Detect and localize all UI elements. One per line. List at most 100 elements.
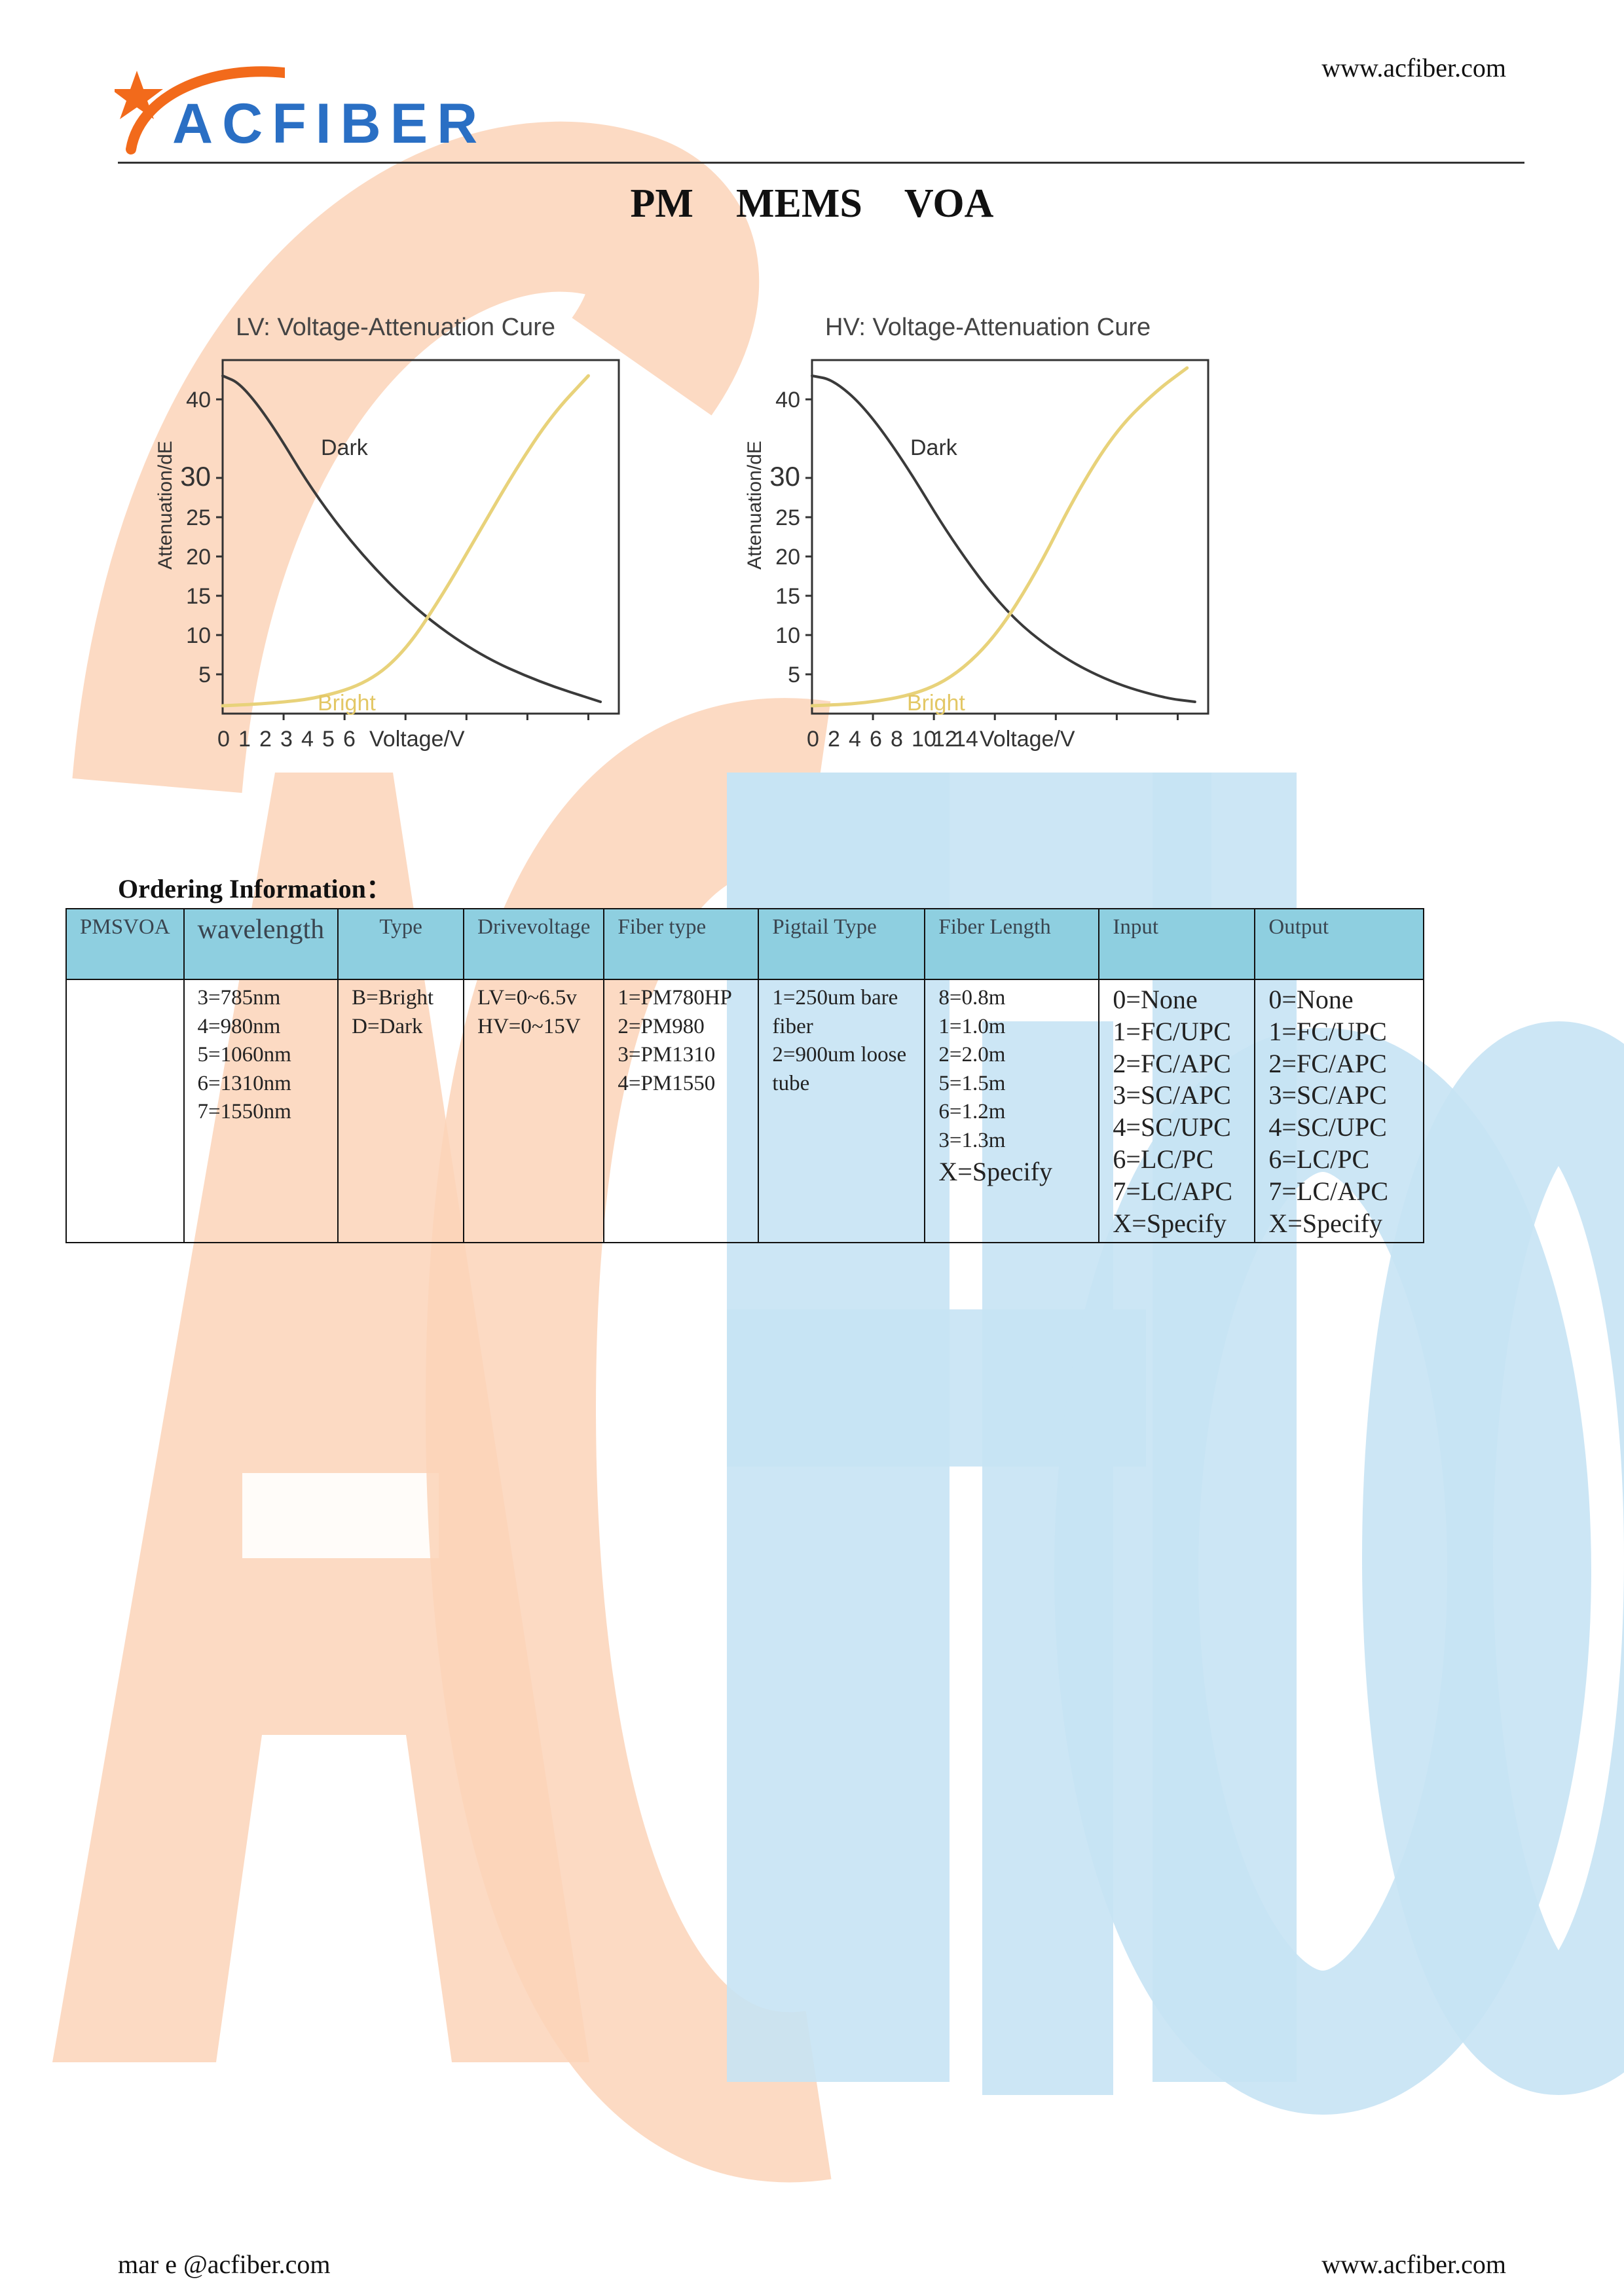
y-tick-label: 40 <box>186 388 211 412</box>
x-tick-label: 3 <box>280 727 293 752</box>
x-tick-label: 4 <box>849 727 861 752</box>
table-row: 3=785nm 4=980nm 5=1060nm 6=1310nm 7=1550nm B… <box>65 978 1425 1244</box>
series-line-dark <box>811 374 1196 703</box>
option-text: 3=1.3m <box>938 1128 1006 1152</box>
option-text: 1=FC/UPC <box>1113 1016 1231 1046</box>
x-axis-label: Voltage/V <box>980 727 1075 752</box>
x-tick-label: 4 <box>301 727 314 752</box>
y-tick-label: 10 <box>186 623 211 648</box>
y-tick-label: 5 <box>198 663 211 687</box>
option-text: HV=0~15V <box>477 1014 581 1038</box>
header-website[interactable]: www.acfiber.com <box>1321 53 1506 82</box>
y-tick-label: 5 <box>788 663 800 687</box>
option-text: X=Specify <box>1113 1208 1227 1238</box>
chart-frame <box>811 359 1209 715</box>
acfiber-logo: ACFIBER <box>115 51 477 162</box>
series-label-bright: Bright <box>907 691 965 716</box>
option-text: 1=FC/UPC <box>1268 1016 1387 1046</box>
header-divider <box>118 162 1524 164</box>
header-fiber-length: Fiber Length <box>924 908 1100 980</box>
cell-drive-voltage: LV=0~6.5v HV=0~15V <box>463 978 605 1244</box>
footer-website[interactable]: www.acfiber.com <box>1321 2250 1506 2279</box>
option-text: 1=1.0m <box>938 1014 1006 1038</box>
cell-pigtail-type: 1=250um bare fiber 2=900um loose tube <box>758 978 926 1244</box>
x-tick-label: 6 <box>870 727 882 752</box>
cell-output: 0=None 1=FC/UPC 2=FC/APC 3=SC/APC 4=SC/UPC 6=… <box>1254 978 1425 1244</box>
chart-title: LV: Voltage-Attenuation Cure <box>236 314 555 341</box>
series-label-dark: Dark <box>910 435 958 460</box>
y-tick-label: 25 <box>186 505 211 530</box>
header-fiber-type: Fiber type <box>603 908 760 980</box>
lv-voltage-attenuation-chart: LV: Voltage-Attenuation Cure403025201510… <box>155 314 620 752</box>
option-text: 6=1310nm <box>197 1071 291 1095</box>
chart-frame <box>221 359 620 715</box>
option-text: 3=SC/APC <box>1268 1080 1387 1110</box>
option-text: 3=785nm <box>197 986 281 1010</box>
y-tick-label: 25 <box>775 505 800 530</box>
option-text: 7=LC/APC <box>1268 1176 1389 1206</box>
option-text: 6=LC/PC <box>1113 1144 1214 1174</box>
series-line-dark <box>221 374 602 703</box>
option-text: 5=1060nm <box>197 1043 291 1067</box>
option-text: 6=LC/PC <box>1268 1144 1370 1174</box>
ordering-info-title: Ordering Information： <box>118 874 392 903</box>
option-text: 4=PM1550 <box>618 1071 716 1095</box>
option-text: B=Bright <box>352 986 434 1010</box>
header-output: Output <box>1254 908 1425 980</box>
y-axis-label: Attenuation/dE <box>744 441 766 570</box>
header-wavelength: wavelength <box>183 908 339 980</box>
option-text: 8=0.8m <box>938 986 1006 1010</box>
y-tick-label: 10 <box>775 623 800 648</box>
option-text: 0=None <box>1268 985 1354 1014</box>
table-header-row: PMSVOA wavelength Type Drivevoltage Fibe… <box>65 908 1425 980</box>
option-text: 7=LC/APC <box>1113 1176 1233 1206</box>
y-tick-label: 15 <box>775 584 800 609</box>
option-text: 4=SC/UPC <box>1113 1112 1231 1142</box>
option-text: X=Specify <box>938 1157 1053 1187</box>
cell-fiber-type: 1=PM780HP 2=PM980 3=PM1310 4=PM1550 <box>603 978 760 1244</box>
option-text: 7=1550nm <box>197 1100 291 1124</box>
option-text: LV=0~6.5v <box>477 986 577 1010</box>
x-tick-label: 2 <box>259 727 272 752</box>
x-tick-label: 0 <box>217 727 230 752</box>
header-pmsvoa: PMSVOA <box>65 908 185 980</box>
option-text: 1=250um bare fiber <box>772 986 898 1038</box>
y-tick-label: 20 <box>186 545 211 570</box>
option-text: 5=1.5m <box>938 1071 1006 1095</box>
option-text: X=Specify <box>1268 1208 1383 1238</box>
logo-text: ACFIBER <box>172 92 487 155</box>
series-line-bright <box>810 366 1189 708</box>
y-tick-label: 30 <box>180 461 211 492</box>
y-axis-label: Attenuation/dE <box>155 441 176 570</box>
option-text: 3=SC/APC <box>1113 1080 1231 1110</box>
y-tick-label: 30 <box>769 461 800 492</box>
option-text: 2=FC/APC <box>1113 1048 1231 1078</box>
x-tick-label: 10 <box>912 727 936 752</box>
hv-voltage-attenuation-chart: HV: Voltage-Attenuation Cure 40 30 25 20 15 10… <box>744 314 1209 752</box>
option-text: 6=1.2m <box>938 1100 1006 1124</box>
x-tick-label: 5 <box>322 727 335 752</box>
option-text: 2=2.0m <box>938 1043 1006 1067</box>
series-label-bright: Bright <box>318 691 376 716</box>
page-title: PM MEMS VOA <box>630 181 994 226</box>
series-label-dark: Dark <box>321 435 369 460</box>
header-input: Input <box>1098 908 1256 980</box>
series-line-bright <box>221 374 590 708</box>
option-text: 4=SC/UPC <box>1268 1112 1387 1142</box>
y-tick-label: 20 <box>775 545 800 570</box>
footer-email[interactable]: mar e @acfiber.com <box>118 2250 331 2279</box>
cell-input: 0=None 1=FC/UPC 2=FC/APC 3=SC/APC 4=SC/UPC 6=… <box>1098 978 1256 1244</box>
ordering-table: PMSVOA wavelength Type Drivevoltage Fibe… <box>65 908 1425 1244</box>
option-text: 0=None <box>1113 985 1198 1014</box>
y-tick-label: 15 <box>186 584 211 609</box>
logo-swoosh-icon <box>115 66 285 155</box>
chart-title: HV: Voltage-Attenuation Cure <box>825 314 1151 341</box>
option-text: D=Dark <box>352 1014 423 1038</box>
option-text: 1=PM780HP <box>618 986 732 1010</box>
option-text: 3=PM1310 <box>618 1043 716 1067</box>
y-tick-label: 40 <box>775 388 800 412</box>
x-tick-label: 1 <box>238 727 251 752</box>
option-text: 2=PM980 <box>618 1014 705 1038</box>
x-tick-label: 8 <box>891 727 903 752</box>
cell-type: B=Bright D=Dark <box>337 978 465 1244</box>
